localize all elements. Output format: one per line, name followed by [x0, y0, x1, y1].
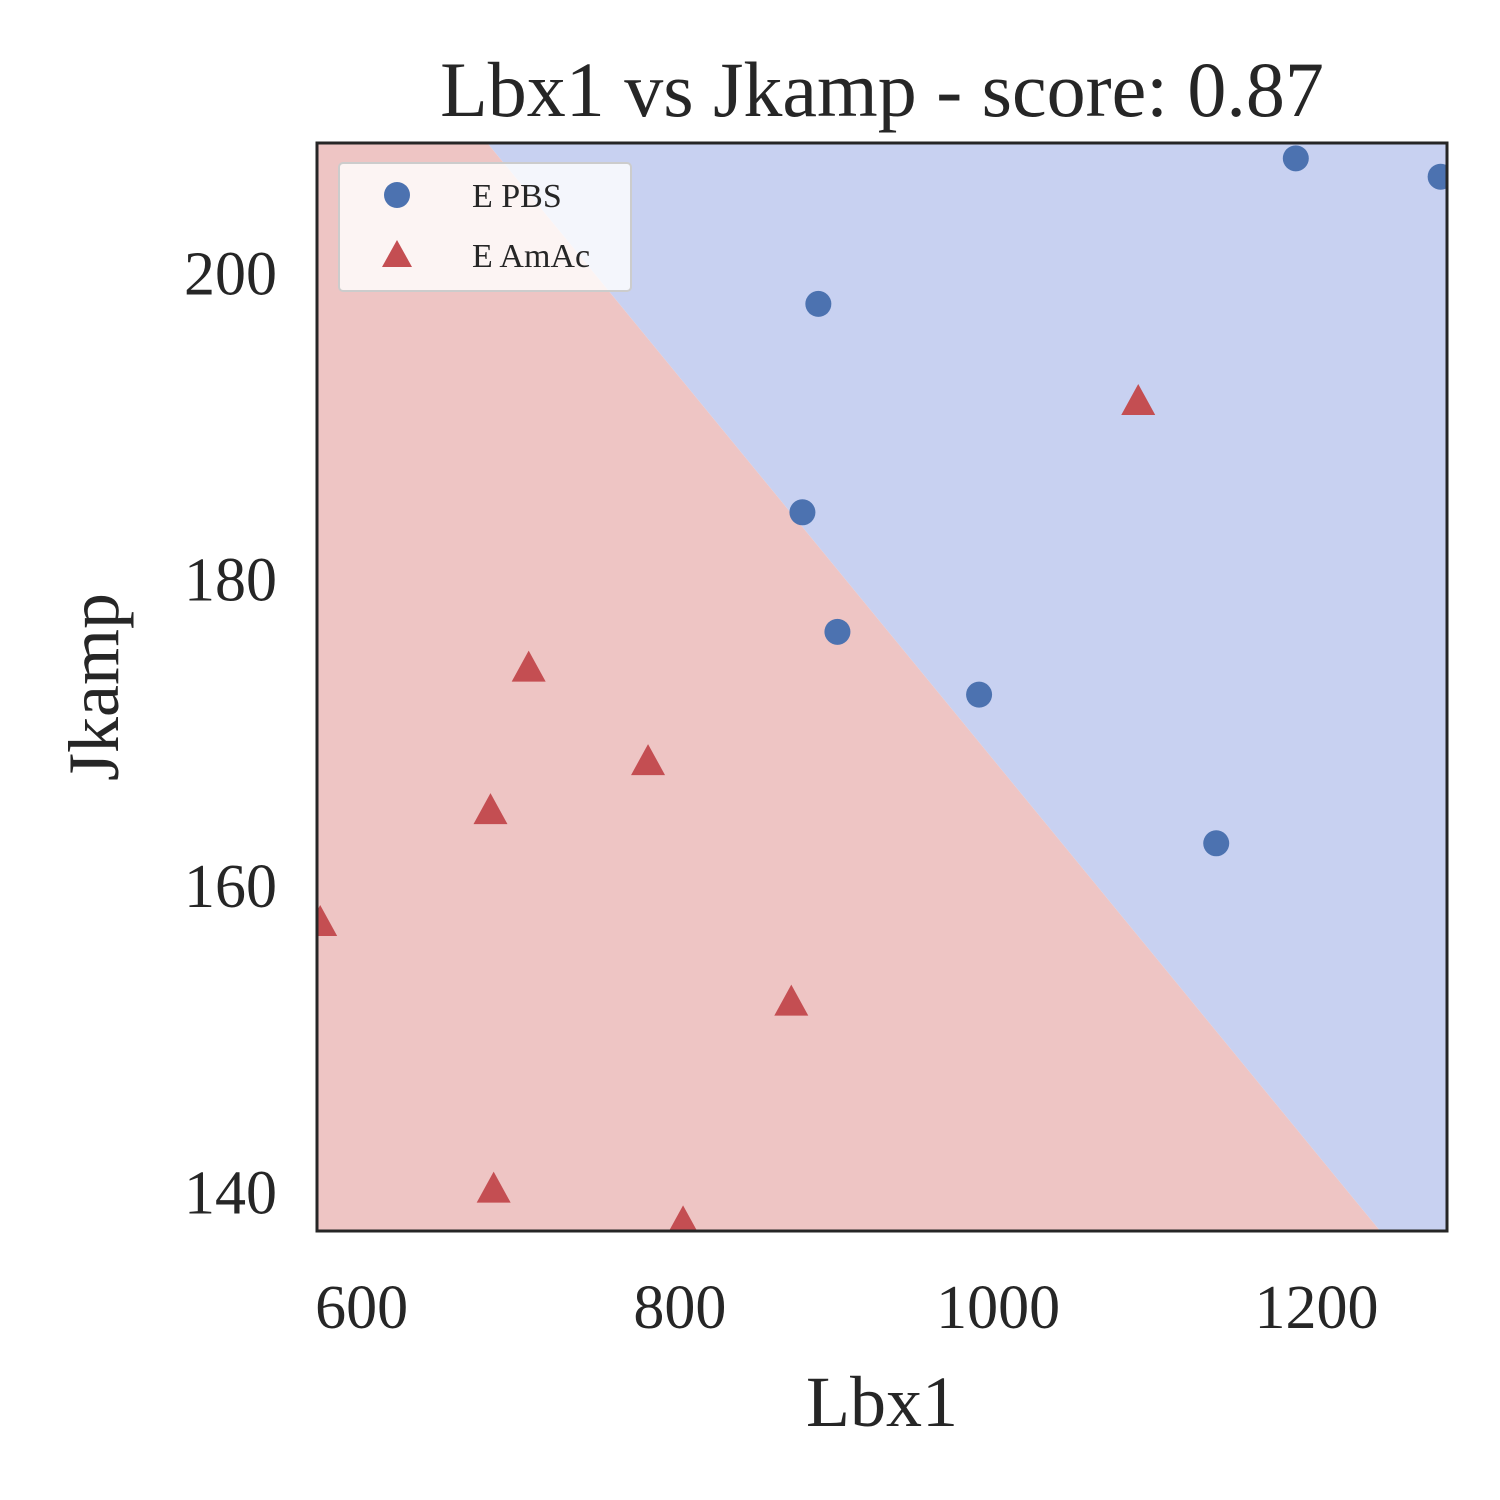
data-points	[317, 145, 1447, 1231]
y-tick-label: 140	[184, 1160, 277, 1228]
x-axis-ticks: 600 800 1000 1200	[315, 1274, 1378, 1342]
x-tick-label: 1200	[1254, 1274, 1378, 1342]
region-e-amac	[317, 143, 1381, 1231]
legend-label-e-pbs: E PBS	[472, 178, 562, 215]
data-point-series-1-5	[774, 984, 809, 1016]
data-point-series-0-6	[1203, 830, 1230, 857]
x-axis-label: Lbx1	[806, 1362, 958, 1442]
data-point-series-1-7	[668, 1205, 698, 1231]
data-point-series-1-2	[631, 744, 666, 776]
x-tick-label: 800	[633, 1274, 726, 1342]
legend-label-e-amac: E AmAc	[472, 238, 590, 275]
data-point-series-0-2	[805, 290, 832, 317]
data-point-series-1-0	[1121, 383, 1156, 415]
y-axis-label: Jkamp	[54, 593, 134, 781]
chart-title: Lbx1 vs Jkamp - score: 0.87	[440, 46, 1324, 133]
x-tick-label: 1000	[936, 1274, 1060, 1342]
y-tick-label: 200	[184, 240, 277, 308]
legend-marker-e-amac	[382, 240, 412, 267]
data-point-series-1-1	[511, 650, 546, 682]
legend: E PBS E AmAc	[338, 162, 632, 292]
data-point-series-0-3	[789, 499, 816, 526]
legend-marker-e-pbs	[384, 182, 410, 208]
y-axis-ticks: 140 160 180 200	[184, 240, 277, 1227]
data-point-series-1-6	[476, 1171, 511, 1203]
legend-box	[338, 162, 632, 292]
data-point-series-1-4	[317, 904, 338, 936]
data-point-series-1-3	[473, 793, 508, 825]
data-point-series-0-5	[966, 681, 993, 708]
data-point-series-0-1	[1427, 163, 1447, 190]
plot-frame	[315, 141, 1449, 1233]
data-point-series-0-4	[824, 618, 851, 645]
x-tick-label: 600	[315, 1274, 408, 1342]
region-e-pbs	[487, 143, 1447, 1231]
plot-area	[317, 143, 1447, 1231]
data-point-series-0-0	[1282, 145, 1309, 172]
y-tick-label: 180	[184, 547, 277, 615]
y-tick-label: 160	[184, 853, 277, 921]
